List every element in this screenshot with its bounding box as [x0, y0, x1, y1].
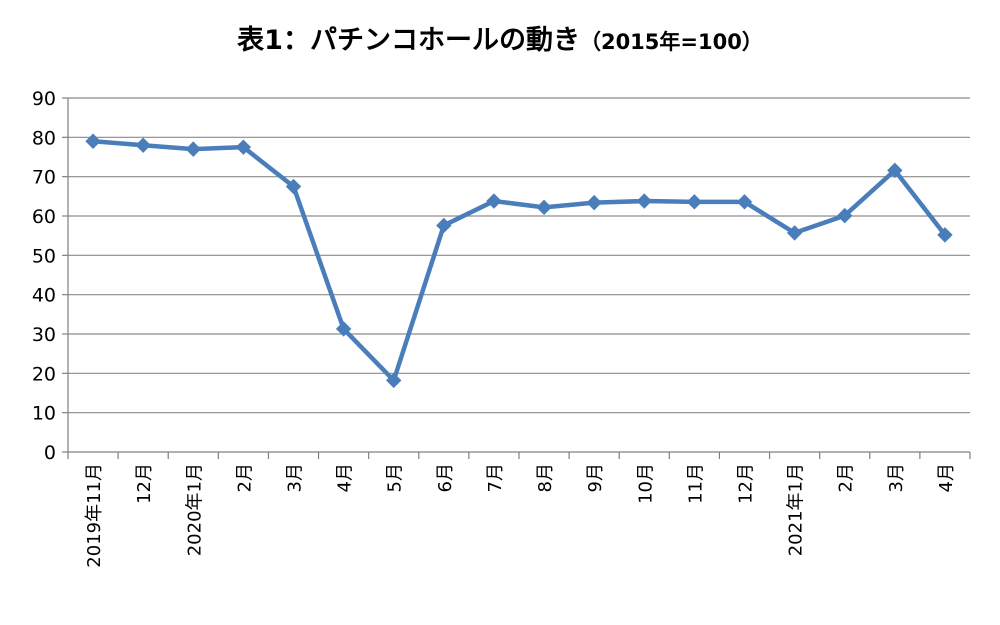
data-point-marker	[185, 141, 201, 157]
x-tick-label: 4月	[335, 463, 356, 492]
x-tick-label: 6月	[435, 463, 456, 492]
chart-subtitle: （2015年=100）	[579, 30, 763, 54]
y-tick-labels: 0 10 20 30 40 50 60 70 80 90	[32, 88, 56, 464]
grid-lines	[68, 97, 970, 414]
x-tick-label: 2019年11月	[84, 463, 105, 568]
x-tick-label: 8月	[535, 463, 556, 492]
y-tick-label: 80	[32, 127, 56, 149]
x-tick-label: 2月	[234, 463, 255, 492]
x-tick-label: 2月	[836, 463, 857, 492]
x-tick-label: 3月	[285, 463, 306, 492]
y-tick-label: 50	[32, 245, 56, 267]
data-point-marker	[586, 194, 602, 211]
y-tick-label: 60	[32, 206, 56, 228]
series-line-0	[92, 139, 947, 383]
chart-title-main: 表1：パチンコホールの動き	[237, 25, 580, 56]
x-tick-label: 3月	[886, 463, 907, 492]
data-point-marker	[636, 193, 652, 209]
data-point-marker	[536, 199, 552, 216]
x-tick-label: 7月	[485, 463, 506, 492]
data-point-marker	[686, 194, 703, 210]
x-tick-label: 2020年1月	[184, 463, 205, 556]
y-tick-label: 90	[32, 88, 56, 110]
data-point-marker	[285, 178, 302, 195]
series-line	[92, 139, 947, 383]
y-tick-label: 20	[32, 363, 56, 385]
data-point-marker	[786, 225, 803, 241]
data-point-marker	[235, 139, 252, 155]
x-tick-label: 2021年1月	[786, 463, 807, 556]
x-tick-label: 9月	[585, 463, 606, 492]
x-tick-label: 5月	[385, 463, 406, 492]
x-tick-label: 11月	[685, 463, 706, 504]
y-tick-label: 70	[32, 167, 56, 189]
data-point-marker	[335, 321, 352, 337]
data-point-marker	[937, 227, 953, 243]
axes	[62, 97, 971, 459]
chart-title: 表1：パチンコホールの動き（2015年=100）	[0, 18, 1000, 57]
data-point-marker	[436, 217, 452, 234]
x-tick-label: 10月	[635, 463, 656, 504]
data-point-marker	[386, 372, 402, 389]
y-tick-label: 10	[32, 403, 56, 425]
x-tick-label: 12月	[134, 463, 155, 504]
data-point-marker	[887, 162, 903, 179]
data-point-marker	[736, 194, 753, 210]
y-tick-label: 40	[32, 285, 56, 307]
series-markers	[85, 133, 953, 389]
data-point-marker	[486, 193, 502, 209]
data-point-marker	[85, 133, 101, 149]
data-point-marker	[135, 137, 151, 153]
data-point-marker	[837, 207, 853, 224]
x-tick-label: 12月	[736, 463, 757, 504]
x-tick-labels: 2019年11月 12月 2020年1月 2月 3月 4月 5月 6月 7月 8月 9月 10月 11月…	[84, 463, 957, 568]
y-tick-label: 0	[44, 442, 56, 464]
y-tick-label: 30	[32, 324, 56, 346]
x-tick-label: 4月	[936, 463, 957, 492]
